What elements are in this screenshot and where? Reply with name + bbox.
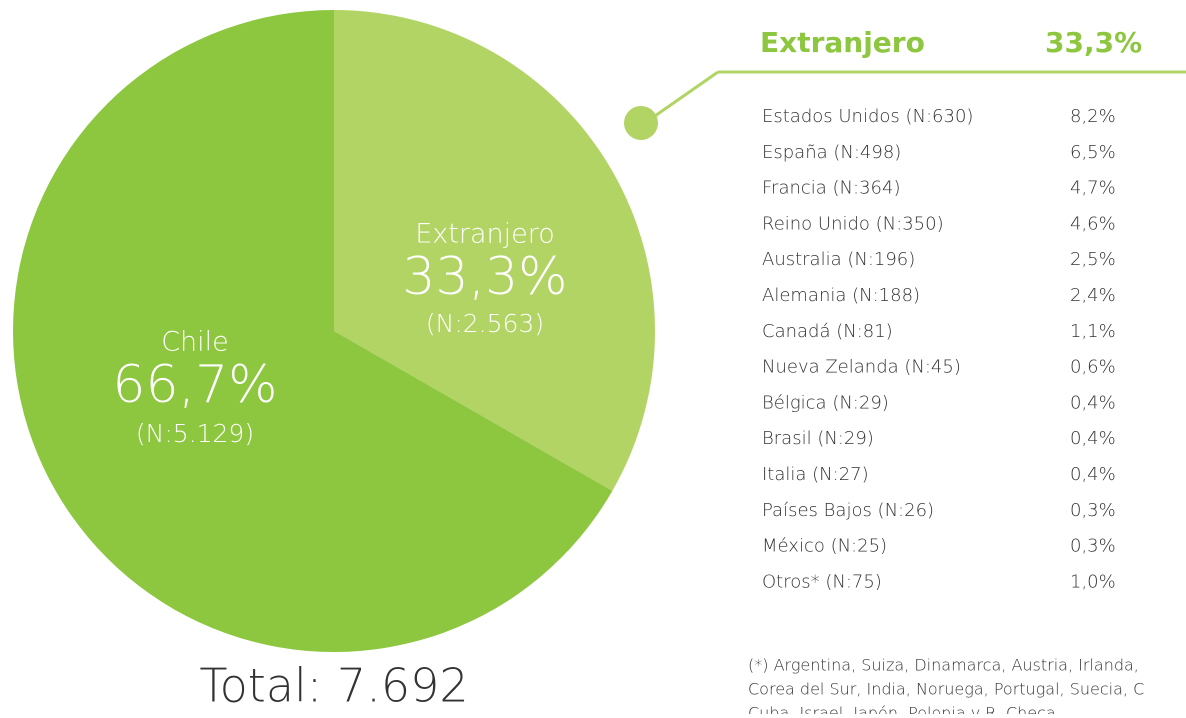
footnote: Cuba, Israel, Japón, Polonia y R. Checa <box>748 704 1056 715</box>
country-share: 0,6% <box>1070 357 1116 378</box>
country: España (N:498) <box>762 142 901 163</box>
country: Nueva Zelanda (N:45) <box>762 357 961 378</box>
breakdown-table: Estados Unidos (N:630) 8,2% España (N:498)… <box>748 106 1144 718</box>
footnote: Corea del Sur, India, Noruega, Portugal,… <box>748 680 1144 699</box>
total: Total: 7.692 <box>199 659 468 713</box>
connector-dot <box>624 106 658 140</box>
country-share: 0,4% <box>1070 428 1116 449</box>
country-share: 0,4% <box>1070 464 1116 485</box>
country: México (N:25) <box>762 536 887 557</box>
country: Brasil (N:29) <box>762 428 874 449</box>
country: Otros* (N:75) <box>762 571 882 592</box>
country: Reino Unido (N:350) <box>762 213 944 234</box>
country: Alemania (N:188) <box>762 285 920 306</box>
breakdown-title: Extranjero <box>760 26 925 59</box>
country: Francia (N:364) <box>762 178 900 199</box>
country-share: 0,3% <box>1070 500 1116 521</box>
country: Canadá (N:81) <box>762 321 893 342</box>
country-share: 2,4% <box>1070 285 1116 306</box>
country: Estados Unidos (N:630) <box>762 106 973 127</box>
country: Bélgica (N:29) <box>762 392 889 413</box>
slice-count: (N:5.129) <box>136 419 254 448</box>
country-share: 1,0% <box>1070 571 1116 592</box>
slice-name: Extranjero <box>415 219 555 250</box>
country-share: 0,4% <box>1070 392 1116 413</box>
pie-slice <box>334 10 655 491</box>
country-share: 1,1% <box>1070 321 1116 342</box>
country-share: 6,5% <box>1070 142 1116 163</box>
country-share: 4,7% <box>1070 178 1116 199</box>
country: Australia (N:196) <box>762 249 915 270</box>
country-share: 8,2% <box>1070 106 1116 127</box>
country: Países Bajos (N:26) <box>762 500 934 521</box>
slice-name: Chile <box>161 327 229 358</box>
slice-value: 33,3% <box>402 247 567 307</box>
breakdown-share: 33,3% <box>1045 26 1142 59</box>
connector <box>651 70 719 120</box>
pie-slice <box>13 10 613 652</box>
country-share: 0,3% <box>1070 536 1116 557</box>
country-share: 4,6% <box>1070 213 1116 234</box>
slice-value: 66,7% <box>112 355 277 415</box>
slice-count: (N:2.563) <box>426 309 544 338</box>
footnote: (*) Argentina, Suiza, Dinamarca, Austria… <box>748 656 1139 675</box>
country: Italia (N:27) <box>762 464 869 485</box>
country-share: 2,5% <box>1070 249 1116 270</box>
